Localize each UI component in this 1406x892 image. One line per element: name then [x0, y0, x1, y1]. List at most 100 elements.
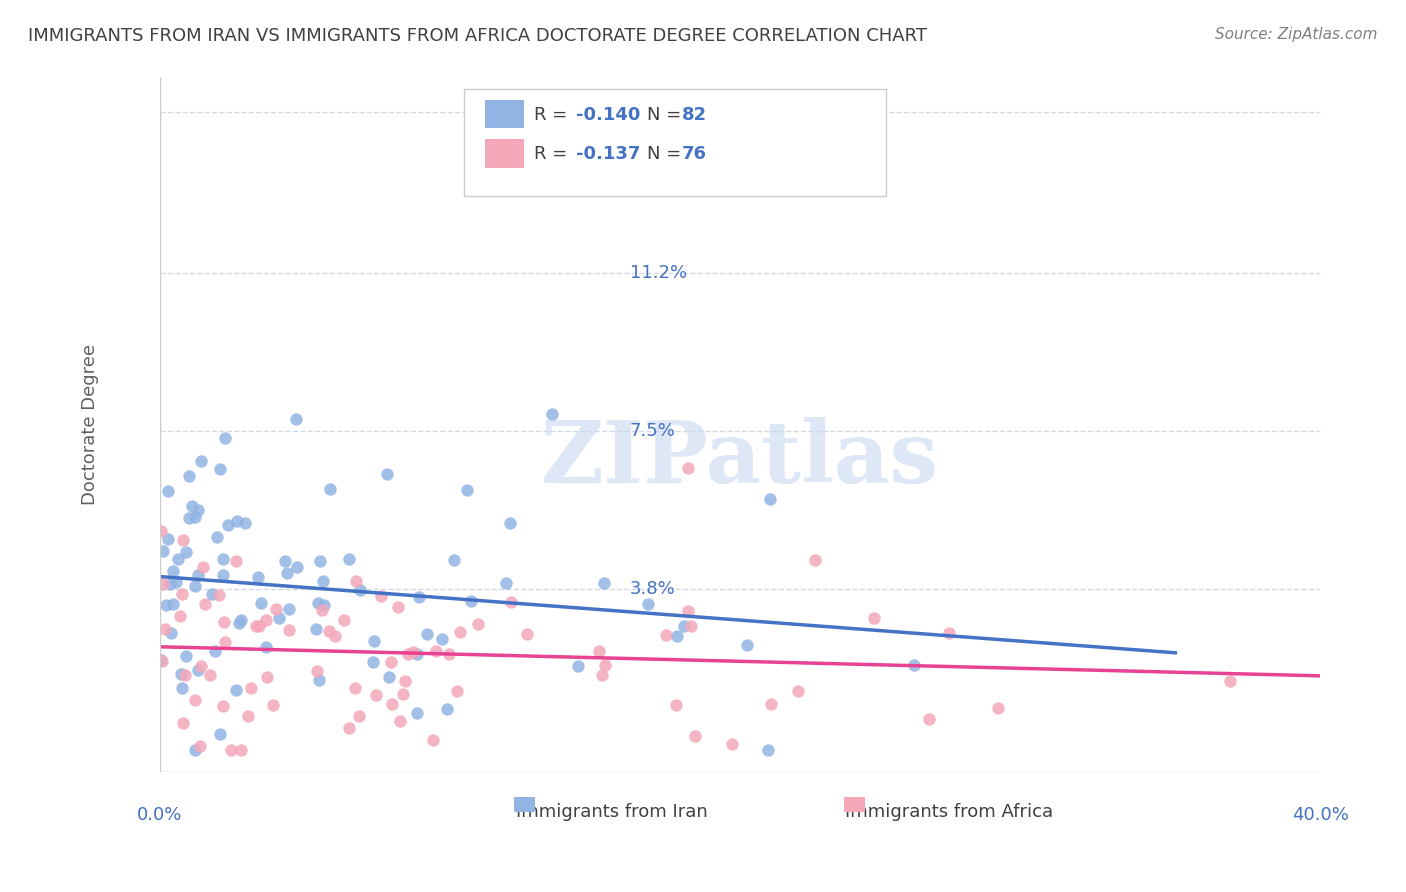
Point: [249, 595, 271, 609]
Point: [655, 628, 678, 642]
Point: [152, 543, 174, 558]
Point: [938, 626, 960, 640]
Point: [274, 554, 297, 568]
Point: [540, 407, 562, 421]
Point: [172, 716, 194, 731]
Point: [401, 645, 423, 659]
Point: [405, 648, 427, 662]
Point: [333, 613, 356, 627]
Point: [443, 553, 465, 567]
Point: [183, 743, 205, 757]
Text: Doctorate Degree: Doctorate Degree: [82, 344, 98, 505]
Point: [422, 732, 444, 747]
Point: [366, 688, 388, 702]
Point: [262, 698, 284, 712]
Point: [191, 560, 214, 574]
Point: [987, 701, 1010, 715]
Text: Immigrants from Iran: Immigrants from Iran: [516, 803, 709, 821]
Point: [247, 570, 270, 584]
Point: [672, 618, 695, 632]
Text: Immigrants from Africa: Immigrants from Africa: [845, 803, 1053, 821]
Point: [174, 648, 197, 663]
FancyBboxPatch shape: [845, 797, 865, 812]
Point: [264, 602, 287, 616]
Point: [160, 625, 183, 640]
Text: 0.0%: 0.0%: [136, 805, 183, 824]
Point: [392, 687, 415, 701]
Point: [758, 491, 780, 506]
Point: [229, 743, 252, 757]
Point: [208, 461, 231, 475]
Point: [676, 604, 699, 618]
Text: 15.0%: 15.0%: [630, 103, 686, 120]
Point: [183, 693, 205, 707]
Text: Source: ZipAtlas.com: Source: ZipAtlas.com: [1215, 27, 1378, 42]
Point: [172, 681, 194, 695]
Point: [307, 664, 329, 678]
Text: 82: 82: [682, 106, 707, 124]
Text: 11.2%: 11.2%: [630, 264, 688, 283]
Point: [166, 552, 188, 566]
FancyBboxPatch shape: [513, 797, 534, 812]
Point: [284, 412, 307, 426]
Point: [337, 721, 360, 735]
Point: [181, 499, 204, 513]
Point: [318, 482, 340, 496]
Point: [190, 659, 212, 673]
Point: [314, 599, 336, 613]
Text: R =: R =: [534, 145, 574, 163]
Point: [803, 553, 825, 567]
Point: [344, 574, 367, 589]
Point: [278, 602, 301, 616]
Point: [349, 709, 371, 723]
Point: [170, 666, 193, 681]
Text: 7.5%: 7.5%: [630, 422, 676, 440]
Point: [588, 644, 610, 658]
Point: [179, 510, 201, 524]
Point: [495, 575, 517, 590]
Point: [179, 469, 201, 483]
Point: [201, 587, 224, 601]
Point: [408, 590, 430, 604]
Text: -0.137: -0.137: [576, 145, 641, 163]
Point: [903, 657, 925, 672]
Point: [155, 622, 177, 636]
Point: [204, 644, 226, 658]
Point: [449, 624, 471, 639]
Point: [456, 483, 478, 497]
Point: [918, 713, 941, 727]
Point: [591, 668, 613, 682]
Point: [323, 629, 346, 643]
Point: [363, 655, 385, 669]
Point: [247, 619, 270, 633]
Point: [150, 654, 173, 668]
Point: [666, 629, 689, 643]
Point: [378, 671, 401, 685]
Point: [343, 681, 366, 696]
Point: [276, 566, 298, 580]
Point: [187, 568, 209, 582]
Point: [735, 639, 758, 653]
Point: [156, 533, 179, 547]
Point: [190, 454, 212, 468]
Point: [184, 510, 207, 524]
Point: [184, 579, 207, 593]
Point: [787, 683, 810, 698]
Point: [467, 616, 489, 631]
Point: [307, 596, 329, 610]
Point: [516, 627, 538, 641]
Point: [720, 737, 742, 751]
Point: [381, 697, 404, 711]
Point: [394, 673, 416, 688]
Point: [425, 643, 447, 657]
Point: [665, 698, 688, 712]
Point: [1219, 673, 1241, 688]
Point: [370, 589, 392, 603]
Text: N =: N =: [647, 145, 686, 163]
Point: [211, 568, 233, 582]
Point: [236, 708, 259, 723]
Point: [190, 739, 212, 753]
Text: 40.0%: 40.0%: [1292, 805, 1348, 824]
Point: [278, 624, 301, 638]
Point: [349, 583, 371, 598]
